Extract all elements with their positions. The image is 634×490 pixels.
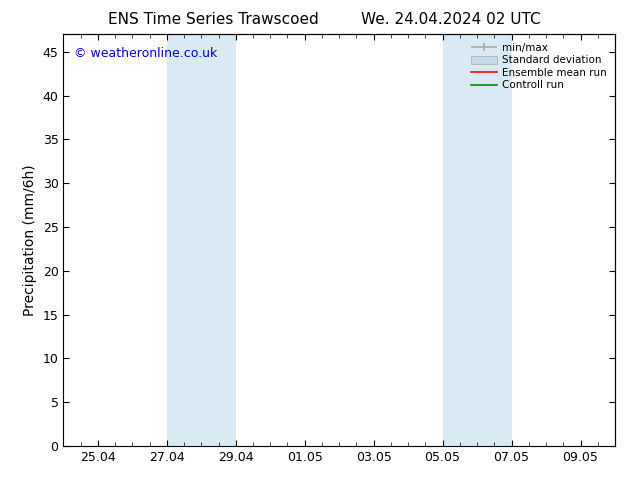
Y-axis label: Precipitation (mm/6h): Precipitation (mm/6h) — [23, 164, 37, 316]
Text: We. 24.04.2024 02 UTC: We. 24.04.2024 02 UTC — [361, 12, 541, 27]
Text: ENS Time Series Trawscoed: ENS Time Series Trawscoed — [108, 12, 318, 27]
Bar — [443, 34, 512, 446]
Text: © weatheronline.co.uk: © weatheronline.co.uk — [74, 47, 217, 60]
Legend: min/max, Standard deviation, Ensemble mean run, Controll run: min/max, Standard deviation, Ensemble me… — [467, 39, 611, 95]
Bar — [167, 34, 236, 446]
